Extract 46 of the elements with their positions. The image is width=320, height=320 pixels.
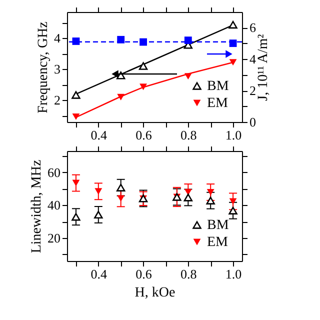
point — [117, 94, 125, 100]
point — [206, 196, 215, 204]
y-axis-title: Frequency, GHz — [36, 22, 51, 114]
point — [206, 189, 214, 196]
point — [72, 91, 80, 99]
point — [184, 194, 193, 202]
x-tick-label: 1.0 — [225, 128, 242, 142]
legend-label: EM — [207, 96, 229, 111]
x-tick-label: 1.0 — [225, 266, 242, 282]
x-tick-label: 0.8 — [180, 128, 197, 142]
y2-tick-label: 4 — [250, 52, 256, 67]
point — [72, 180, 80, 186]
legend-label: EM — [207, 235, 229, 250]
point — [116, 184, 126, 192]
x-axis-title: H, kOe — [134, 286, 176, 300]
y-tick-label: 2 — [54, 92, 60, 108]
y-tick-label: 40 — [48, 198, 60, 213]
point — [138, 62, 148, 70]
point — [228, 20, 238, 29]
y-axis-title: Linewidth, MHz — [30, 160, 44, 254]
point — [184, 189, 192, 196]
x-tick-label: 0.8 — [180, 266, 197, 282]
y-tick-label: 4 — [54, 30, 61, 46]
y2-axis-title: J, 10¹¹ A/m² — [256, 34, 271, 101]
x-tick-label: 0.4 — [90, 266, 108, 282]
point — [184, 73, 192, 80]
point — [72, 212, 80, 221]
y2-tick-label: 6 — [250, 20, 256, 36]
point — [228, 206, 238, 214]
point — [229, 198, 237, 205]
x-tick-label: 0.6 — [136, 128, 152, 142]
legend-label: BM — [207, 79, 230, 94]
x-tick-label: 0.6 — [136, 266, 152, 282]
point — [117, 195, 125, 202]
y-tick-label: 60 — [48, 164, 60, 180]
y2-tick-label: 2 — [250, 83, 256, 98]
point — [72, 114, 80, 120]
point — [94, 210, 103, 219]
y-tick-label: 3 — [54, 62, 60, 77]
y-tick-label: 20 — [48, 230, 60, 246]
point — [229, 59, 237, 66]
x-tick-label: 0.4 — [90, 128, 108, 142]
point — [94, 188, 102, 195]
legend-label: BM — [207, 218, 230, 233]
point — [140, 84, 147, 90]
y2-tick-label: 0 — [250, 114, 256, 130]
